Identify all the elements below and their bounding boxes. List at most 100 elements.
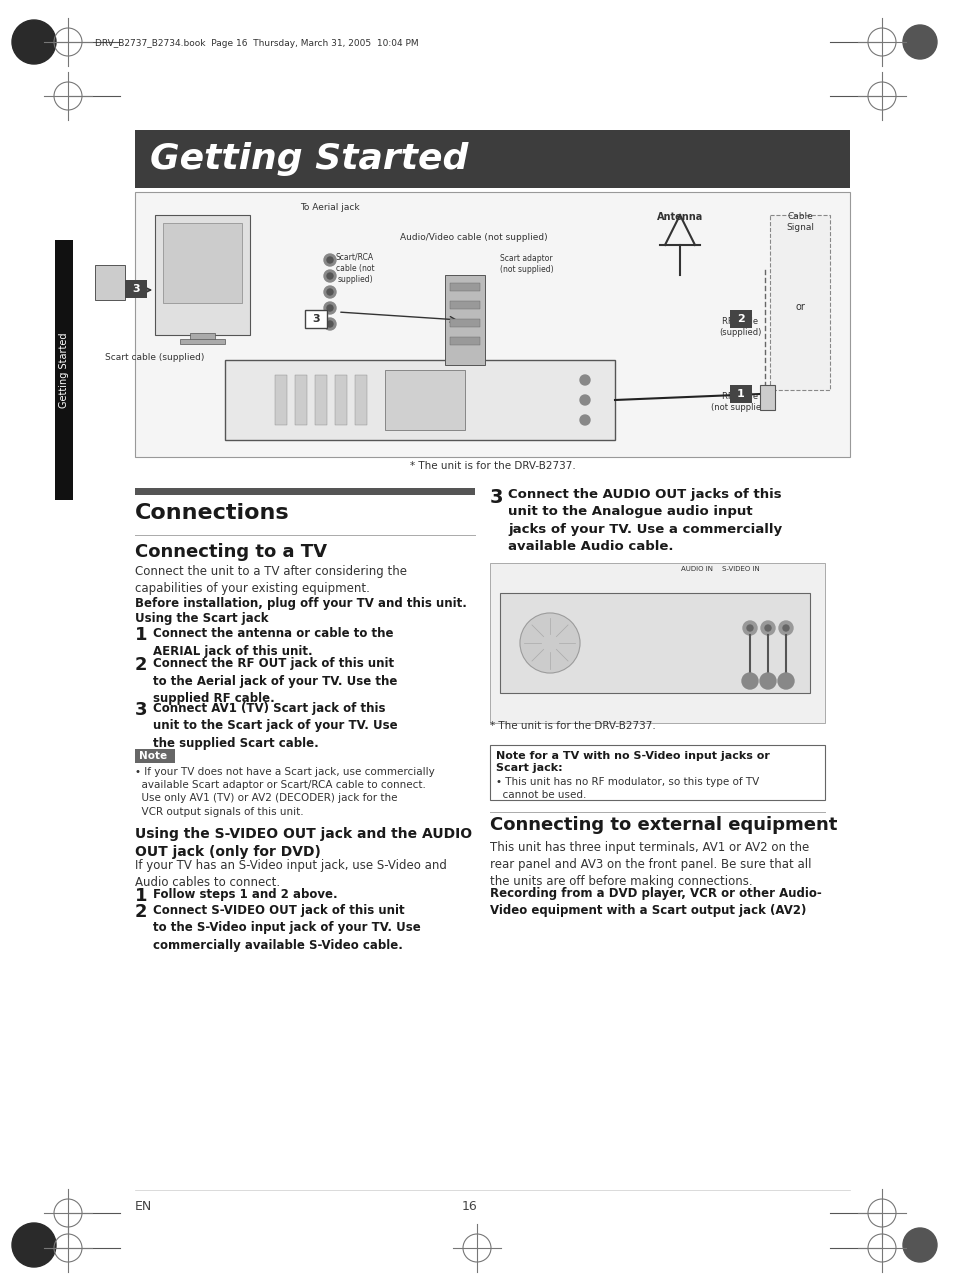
- Circle shape: [327, 305, 333, 311]
- Bar: [305, 311, 327, 328]
- Bar: [769, 215, 829, 390]
- Circle shape: [327, 321, 333, 327]
- Bar: [450, 337, 479, 345]
- Bar: [154, 215, 250, 335]
- Circle shape: [579, 395, 589, 405]
- Text: Connect the antenna or cable to the
AERIAL jack of this unit.: Connect the antenna or cable to the AERI…: [152, 627, 393, 657]
- Circle shape: [778, 674, 793, 689]
- Text: Using the S-VIDEO OUT jack and the AUDIO
OUT jack (only for DVD): Using the S-VIDEO OUT jack and the AUDIO…: [135, 827, 472, 859]
- Circle shape: [12, 1223, 56, 1266]
- Bar: [444, 275, 484, 366]
- Circle shape: [760, 674, 775, 689]
- Circle shape: [324, 254, 335, 266]
- Text: Recording from a DVD player, VCR or other Audio-
Video equipment with a Scart ou: Recording from a DVD player, VCR or othe…: [490, 887, 821, 918]
- Text: Antenna: Antenna: [657, 212, 702, 222]
- Bar: [294, 374, 307, 426]
- Text: Before installation, plug off your TV and this unit.: Before installation, plug off your TV an…: [135, 597, 466, 610]
- Text: Scart adaptor
(not supplied): Scart adaptor (not supplied): [499, 254, 553, 273]
- Text: or: or: [794, 302, 804, 312]
- Text: Audio/Video cable (not supplied): Audio/Video cable (not supplied): [399, 233, 547, 242]
- Circle shape: [902, 1228, 936, 1261]
- Text: Connecting to a TV: Connecting to a TV: [135, 543, 327, 561]
- Text: Cable
Signal: Cable Signal: [785, 212, 813, 233]
- Circle shape: [327, 273, 333, 279]
- Text: To Aerial jack: To Aerial jack: [300, 203, 359, 212]
- Text: This unit has three input terminals, AV1 or AV2 on the
rear panel and AV3 on the: This unit has three input terminals, AV1…: [490, 841, 811, 888]
- Bar: [450, 302, 479, 309]
- Bar: [163, 222, 242, 303]
- Bar: [135, 488, 475, 495]
- Text: Note: Note: [139, 751, 167, 760]
- Text: 2: 2: [135, 656, 148, 674]
- Bar: [180, 339, 225, 344]
- Text: 3: 3: [135, 702, 148, 720]
- Bar: [499, 593, 809, 693]
- Bar: [450, 282, 479, 291]
- Bar: [490, 745, 824, 800]
- Circle shape: [579, 374, 589, 385]
- Bar: [729, 385, 751, 403]
- Text: 3: 3: [490, 488, 503, 507]
- Bar: [760, 385, 774, 410]
- Bar: [225, 360, 615, 440]
- Circle shape: [324, 318, 335, 330]
- Bar: [314, 374, 327, 426]
- Text: RF cable
(supplied): RF cable (supplied): [718, 317, 760, 337]
- Text: • If your TV does not have a Scart jack, use commercially
  available Scart adap: • If your TV does not have a Scart jack,…: [135, 767, 435, 817]
- Text: Using the Scart jack: Using the Scart jack: [135, 612, 268, 625]
- Text: AUDIO IN    S-VIDEO IN: AUDIO IN S-VIDEO IN: [679, 566, 759, 573]
- Text: 1: 1: [135, 887, 148, 905]
- Text: EN: EN: [135, 1200, 152, 1213]
- Circle shape: [324, 270, 335, 282]
- Bar: [450, 320, 479, 327]
- Text: If your TV has an S-Video input jack, use S-Video and
Audio cables to connect.: If your TV has an S-Video input jack, us…: [135, 859, 446, 889]
- Circle shape: [324, 286, 335, 298]
- Circle shape: [327, 257, 333, 263]
- Text: Getting Started: Getting Started: [150, 142, 468, 176]
- Bar: [335, 374, 347, 426]
- Circle shape: [327, 289, 333, 295]
- Text: Note for a TV with no S-Video input jacks or
Scart jack:: Note for a TV with no S-Video input jack…: [496, 751, 769, 773]
- Text: Connections: Connections: [135, 504, 290, 523]
- Bar: [729, 311, 751, 328]
- Circle shape: [12, 20, 56, 64]
- Bar: [95, 265, 125, 300]
- Text: * The unit is for the DRV-B2737.: * The unit is for the DRV-B2737.: [409, 461, 575, 472]
- Bar: [135, 749, 174, 763]
- Text: Connect the RF OUT jack of this unit
to the Aerial jack of your TV. Use the
supp: Connect the RF OUT jack of this unit to …: [152, 657, 397, 705]
- Text: Scart/RCA
cable (not
supplied): Scart/RCA cable (not supplied): [335, 253, 374, 284]
- Text: RF cable
(not supplied): RF cable (not supplied): [710, 392, 768, 412]
- Text: * The unit is for the DRV-B2737.: * The unit is for the DRV-B2737.: [490, 721, 655, 731]
- Circle shape: [579, 415, 589, 426]
- Bar: [274, 374, 287, 426]
- Bar: [125, 280, 147, 298]
- Circle shape: [741, 674, 758, 689]
- Circle shape: [902, 26, 936, 59]
- Text: 2: 2: [135, 904, 148, 921]
- Bar: [55, 240, 73, 500]
- Circle shape: [324, 302, 335, 314]
- Bar: [190, 334, 214, 341]
- Circle shape: [519, 613, 579, 674]
- Circle shape: [760, 621, 774, 635]
- Bar: [135, 130, 849, 188]
- Circle shape: [746, 625, 752, 631]
- Text: • This unit has no RF modulator, so this type of TV
  cannot be used.: • This unit has no RF modulator, so this…: [496, 777, 759, 800]
- Text: 16: 16: [461, 1200, 477, 1213]
- Text: Connect S-VIDEO OUT jack of this unit
to the S-Video input jack of your TV. Use
: Connect S-VIDEO OUT jack of this unit to…: [152, 904, 420, 952]
- Text: 1: 1: [135, 626, 148, 644]
- Circle shape: [764, 625, 770, 631]
- Circle shape: [779, 621, 792, 635]
- Text: Connect the AUDIO OUT jacks of this
unit to the Analogue audio input
jacks of yo: Connect the AUDIO OUT jacks of this unit…: [507, 488, 781, 553]
- Bar: [490, 564, 824, 723]
- Circle shape: [742, 621, 757, 635]
- Text: Connect the unit to a TV after considering the
capabilities of your existing equ: Connect the unit to a TV after consideri…: [135, 565, 407, 596]
- Bar: [135, 192, 849, 458]
- Text: Scart cable (supplied): Scart cable (supplied): [105, 353, 205, 362]
- Text: Connecting to external equipment: Connecting to external equipment: [490, 815, 837, 835]
- Text: Connect AV1 (TV) Scart jack of this
unit to the Scart jack of your TV. Use
the s: Connect AV1 (TV) Scart jack of this unit…: [152, 702, 397, 750]
- Bar: [355, 374, 367, 426]
- Circle shape: [782, 625, 788, 631]
- Text: 2: 2: [737, 314, 744, 325]
- Text: DRV_B2737_B2734.book  Page 16  Thursday, March 31, 2005  10:04 PM: DRV_B2737_B2734.book Page 16 Thursday, M…: [95, 38, 418, 47]
